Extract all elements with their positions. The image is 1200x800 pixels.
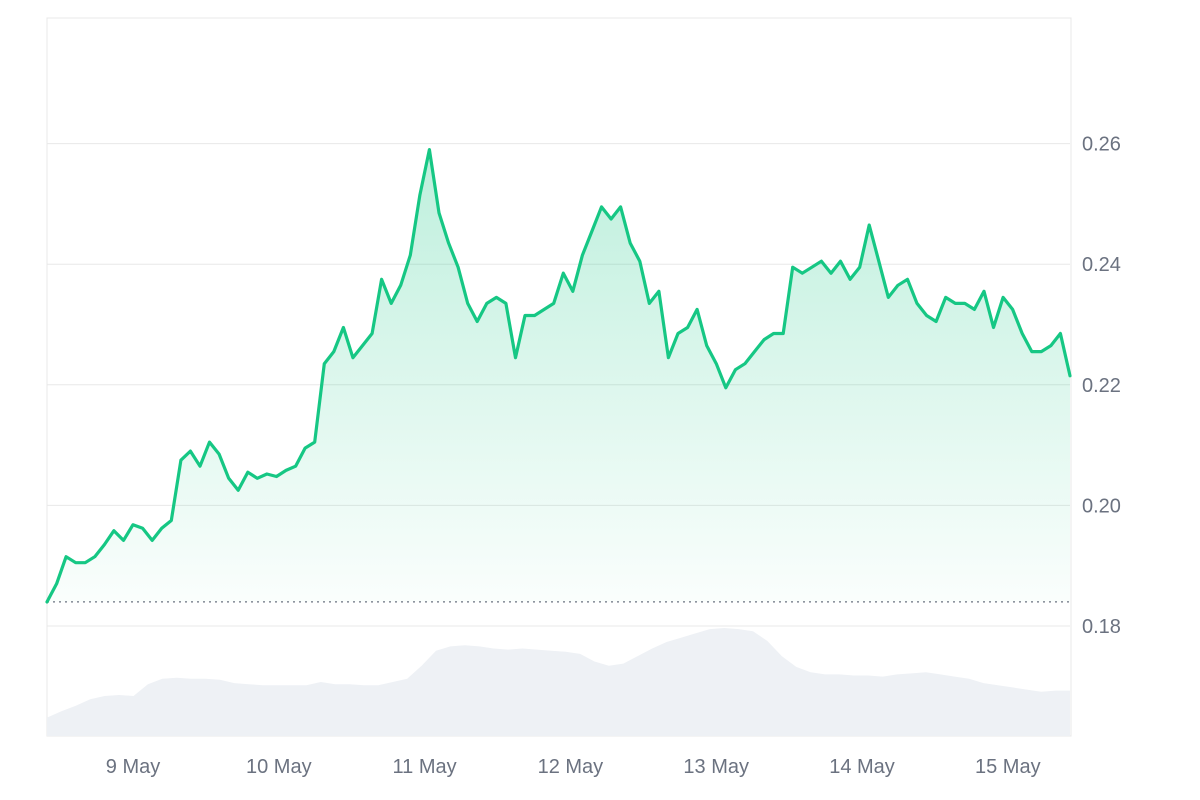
price-area-group (47, 149, 1070, 602)
y-tick-label: 0.20 (1082, 495, 1121, 517)
x-axis-ticks: 9 May 10 May 11 May 12 May 13 May 14 May 15 Ma… (106, 756, 1041, 778)
y-tick-label: 0.24 (1082, 254, 1121, 276)
y-tick-label: 0.26 (1082, 134, 1121, 156)
x-tick-label: 15 May (975, 756, 1041, 778)
x-tick-label: 13 May (683, 756, 749, 778)
price-line (45, 148, 1072, 604)
x-tick-label: 12 May (538, 756, 604, 778)
volume-area (47, 628, 1070, 736)
price-area (47, 149, 1070, 602)
y-tick-label: 0.22 (1082, 375, 1121, 397)
x-tick-label: 11 May (393, 756, 457, 778)
y-tick-label: 0.18 (1082, 616, 1121, 638)
price-line-group (45, 148, 1072, 604)
x-tick-label: 14 May (829, 756, 895, 778)
x-tick-label: 9 May (106, 756, 160, 778)
volume-area-group (47, 628, 1070, 736)
y-axis-ticks: 0.18 0.20 0.22 0.24 0.26 (1082, 134, 1121, 638)
x-tick-label: 10 May (246, 756, 312, 778)
